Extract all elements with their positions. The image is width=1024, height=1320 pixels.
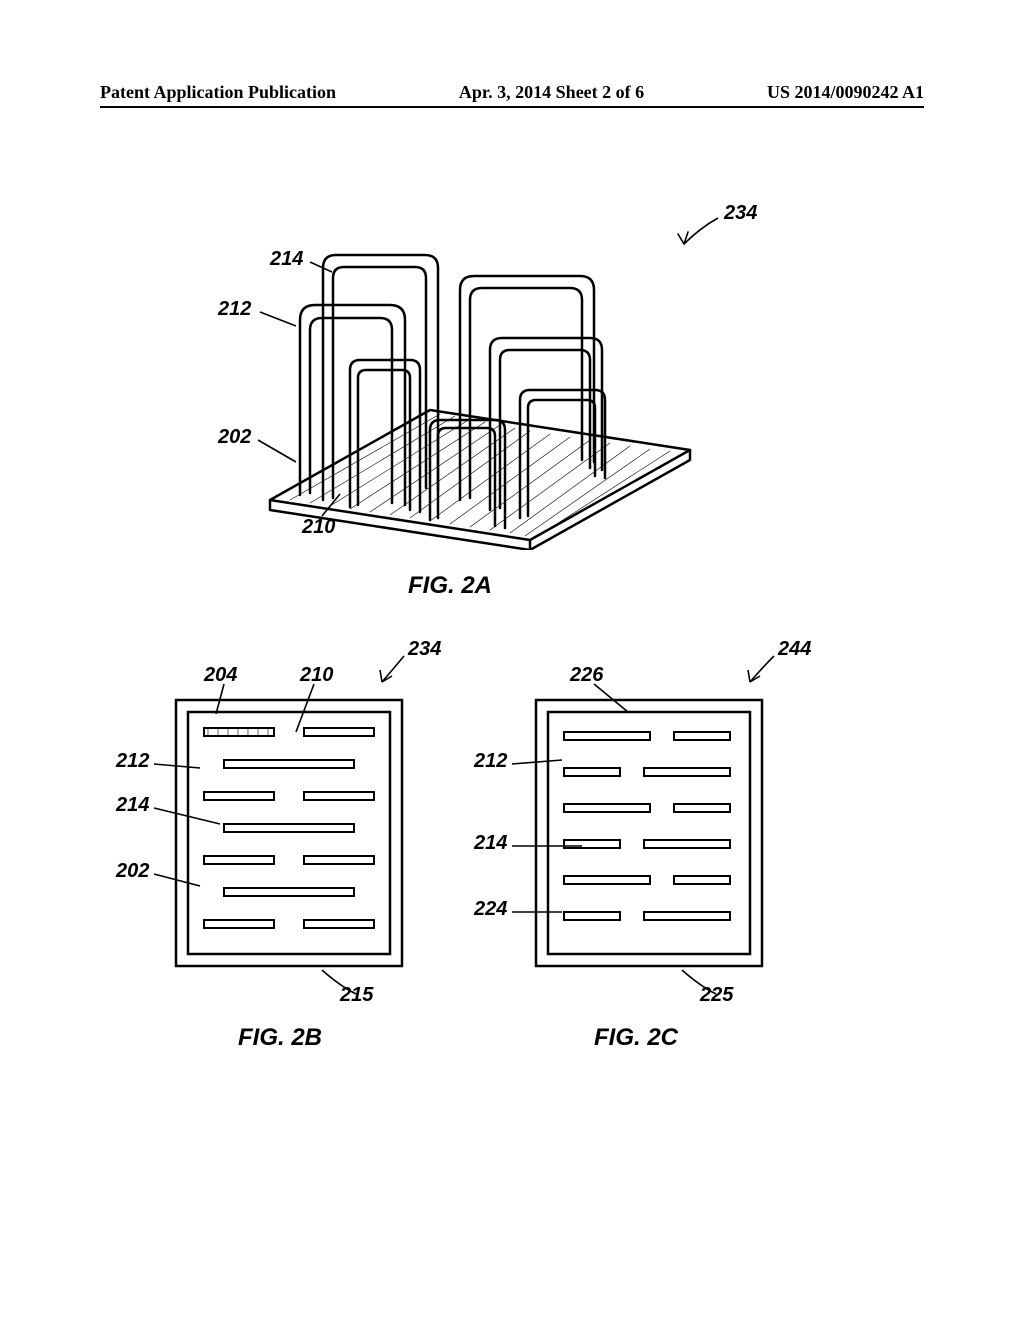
ref-225-2c: 225 [700,984,733,1007]
ref-226-2c: 226 [570,664,603,687]
ref-212-2b: 212 [116,750,149,773]
ref-244-2c: 244 [778,638,811,661]
ref-214-2b: 214 [116,794,149,817]
ref-214-2c: 214 [474,832,507,855]
ref-215-2b: 215 [340,984,373,1007]
ref-212-2c: 212 [474,750,507,773]
fig2b-caption: FIG. 2B [238,1024,322,1052]
ref-234-2b: 234 [408,638,441,661]
ref-224-2c: 224 [474,898,507,921]
fig2c-caption: FIG. 2C [594,1024,678,1052]
ref-202-2b: 202 [116,860,149,883]
ref-210-2b: 210 [300,664,333,687]
ref-204-2b: 204 [204,664,237,687]
fig2bc-leaders [0,0,1024,1100]
